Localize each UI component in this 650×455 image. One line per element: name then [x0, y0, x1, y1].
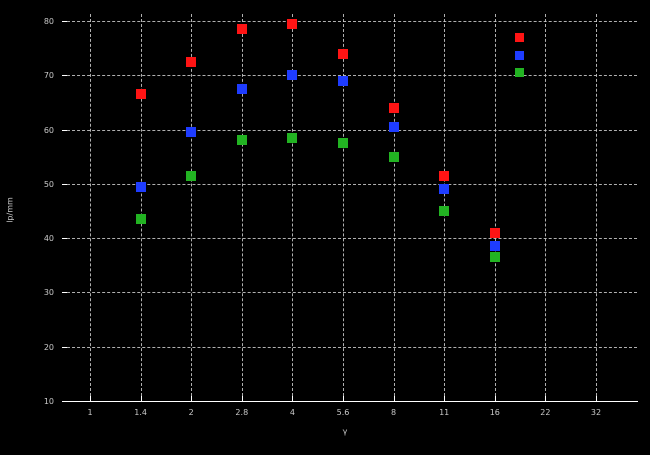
x-tick-label: 32: [590, 408, 602, 417]
data-point-green-series: [135, 214, 146, 225]
data-point-blue-series: [287, 70, 298, 81]
y-tick-mark: [62, 292, 67, 294]
legend-swatch-0: [515, 33, 524, 42]
data-point-red-series: [439, 170, 450, 181]
y-tick-mark: [62, 183, 67, 185]
gridline-horizontal: [62, 183, 637, 185]
y-tick-mark: [62, 129, 67, 131]
data-point-green-series: [287, 132, 298, 143]
x-tick-label: 1.4: [134, 408, 147, 417]
x-tick-mark: [494, 396, 496, 401]
gridline-vertical: [90, 14, 91, 401]
data-point-red-series: [135, 89, 146, 100]
y-axis-title: lp/mm: [5, 197, 15, 223]
gridline-horizontal: [62, 292, 637, 294]
data-point-blue-series: [135, 181, 146, 192]
gridline-horizontal: [62, 21, 637, 22]
x-tick-label: 8: [391, 408, 397, 417]
y-tick-mark: [62, 75, 67, 77]
gridline-horizontal: [62, 238, 637, 240]
y-tick-label: 10: [43, 397, 54, 406]
data-point-red-series: [287, 18, 298, 29]
data-point-red-series: [338, 48, 348, 59]
data-point-red-series: [489, 227, 500, 238]
gridline-vertical: [140, 14, 142, 401]
gridline-vertical: [494, 14, 496, 401]
gridline-vertical: [241, 14, 243, 401]
x-tick-label: 2: [188, 408, 194, 417]
data-point-red-series: [388, 102, 399, 113]
x-tick-mark: [444, 396, 446, 401]
x-tick-mark: [393, 396, 395, 401]
gridline-vertical: [596, 14, 597, 401]
y-tick-mark: [62, 238, 67, 240]
data-point-blue-series: [439, 184, 450, 195]
data-point-green-series: [388, 151, 399, 162]
x-tick-label: 5.6: [336, 408, 350, 417]
data-point-green-series: [236, 135, 247, 146]
x-tick-mark: [90, 396, 91, 401]
gridline-vertical: [191, 14, 193, 401]
data-point-green-series: [439, 206, 450, 216]
y-tick-label: 50: [43, 179, 54, 189]
data-point-blue-series: [388, 121, 399, 132]
x-tick-mark: [343, 396, 344, 401]
gridline-horizontal: [62, 346, 637, 348]
y-tick-mark: [62, 346, 67, 348]
data-point-blue-series: [186, 127, 197, 138]
gridline-vertical: [545, 14, 547, 401]
y-tick-label: 40: [43, 234, 54, 244]
data-point-red-series: [236, 24, 247, 35]
y-tick-label: 20: [43, 342, 54, 352]
data-point-green-series: [186, 170, 197, 181]
x-axis-line: [62, 401, 638, 402]
data-point-green-series: [338, 138, 348, 149]
y-tick-label: 80: [43, 17, 54, 26]
y-tick-label: 70: [43, 71, 54, 81]
gridline-horizontal: [62, 129, 637, 131]
legend-swatch-1: [515, 51, 524, 60]
data-point-red-series: [186, 56, 197, 67]
x-tick-mark: [140, 396, 142, 401]
x-tick-label: 22: [540, 408, 551, 417]
x-tick-label: 4: [289, 408, 295, 417]
x-tick-label: 1: [87, 408, 93, 417]
x-tick-mark: [241, 396, 243, 401]
data-point-blue-series: [338, 75, 348, 86]
legend-swatch-2: [515, 68, 524, 77]
x-tick-mark: [596, 396, 597, 401]
gridline-horizontal: [62, 75, 637, 77]
data-point-green-series: [489, 252, 500, 263]
x-axis-title: γ: [342, 427, 348, 436]
gridline-vertical: [343, 14, 344, 401]
x-tick-label: 11: [439, 408, 450, 417]
data-point-blue-series: [489, 241, 500, 252]
x-tick-mark: [545, 396, 547, 401]
x-tick-label: 16: [489, 408, 500, 417]
x-tick-mark: [191, 396, 193, 401]
gridline-vertical: [292, 14, 294, 401]
gridline-vertical: [393, 14, 395, 401]
y-tick-label: 30: [43, 288, 54, 298]
y-tick-mark: [62, 21, 67, 22]
data-point-blue-series: [236, 83, 247, 94]
x-tick-label: 2.8: [235, 408, 249, 417]
x-tick-mark: [292, 396, 294, 401]
y-tick-label: 60: [43, 125, 54, 135]
